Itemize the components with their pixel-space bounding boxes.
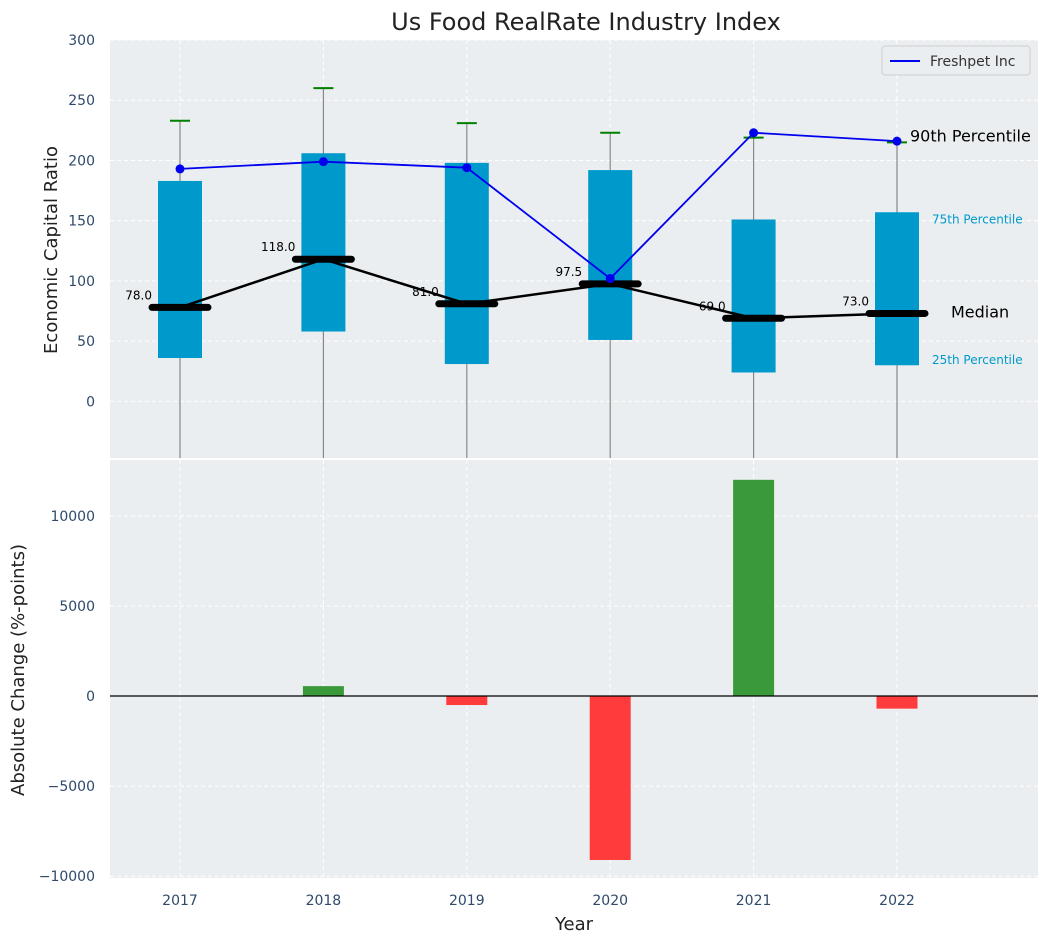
- y-tick-label: −5000: [48, 779, 95, 795]
- y-tick-label: 0: [86, 689, 95, 705]
- x-tick-label: 2020: [592, 893, 628, 909]
- series-point: [749, 128, 759, 138]
- bottom-panel-background: [110, 460, 1038, 878]
- box: [875, 212, 919, 366]
- box: [301, 153, 346, 332]
- median-value-label: 78.0: [125, 288, 152, 302]
- x-axis-label: Year: [554, 914, 594, 935]
- annotation-p75: 75th Percentile: [932, 212, 1023, 226]
- change-bar: [302, 686, 344, 697]
- y-tick-label: 0: [86, 394, 95, 410]
- top-y-axis-label: Economic Capital Ratio: [41, 146, 62, 354]
- median-value-label: 69.0: [699, 299, 726, 313]
- legend: Freshpet Inc: [881, 45, 1031, 76]
- change-bar: [876, 696, 918, 709]
- y-tick-label: 200: [68, 153, 95, 169]
- box: [444, 162, 489, 365]
- median-markers: [148, 255, 929, 322]
- y-tick-label: 250: [68, 93, 95, 109]
- change-bars: [302, 479, 918, 860]
- median-value-label: 81.0: [412, 285, 439, 299]
- box: [158, 180, 202, 359]
- change-bar: [733, 479, 775, 697]
- bottom-y-axis-label: Absolute Change (%-points): [8, 544, 29, 796]
- median-value-label: 73.0: [842, 294, 869, 308]
- series-point: [892, 136, 902, 146]
- series-point: [175, 164, 185, 174]
- y-tick-label: −10000: [39, 869, 95, 885]
- series-line: [179, 131, 898, 280]
- median-value-label: 97.5: [555, 265, 582, 279]
- x-tick-label: 2022: [879, 893, 915, 909]
- top-y-tick-labels: 300 250 200 150 100 50 0: [68, 33, 95, 410]
- x-tick-label: 2017: [162, 893, 198, 909]
- series-point: [318, 157, 328, 167]
- annotation-p25: 25th Percentile: [932, 353, 1023, 367]
- series-point: [605, 274, 615, 284]
- x-tick-label: 2019: [449, 893, 485, 909]
- change-bar: [446, 696, 488, 706]
- series-freshpet: [175, 128, 902, 284]
- median-value-label: 118.0: [261, 240, 295, 254]
- series-point: [462, 163, 472, 173]
- x-tick-labels: 2017 2018 2019 2020 2021 2022: [162, 893, 915, 909]
- box: [731, 219, 776, 373]
- legend-label: Freshpet Inc: [930, 54, 1015, 70]
- bottom-y-tick-labels: 10000 5000 0 −5000 −10000: [39, 509, 95, 885]
- y-tick-label: 50: [77, 334, 95, 350]
- y-tick-label: 100: [68, 274, 95, 290]
- box: [588, 170, 633, 340]
- change-bar: [589, 696, 631, 860]
- legend-box: [881, 45, 1031, 76]
- chart-title: Us Food RealRate Industry Index: [391, 8, 781, 36]
- median-value-labels: 78.0 118.0 81.0 97.5 69.0 73.0: [125, 240, 869, 313]
- x-tick-label: 2018: [306, 893, 342, 909]
- y-tick-label: 150: [68, 214, 95, 230]
- box-group: [158, 153, 919, 373]
- y-tick-label: 5000: [59, 599, 95, 615]
- y-tick-label: 10000: [50, 509, 95, 525]
- annotation-median: Median: [951, 302, 1009, 321]
- x-tick-label: 2021: [736, 893, 772, 909]
- annotation-p90: 90th Percentile: [910, 126, 1031, 145]
- y-tick-label: 300: [68, 33, 95, 49]
